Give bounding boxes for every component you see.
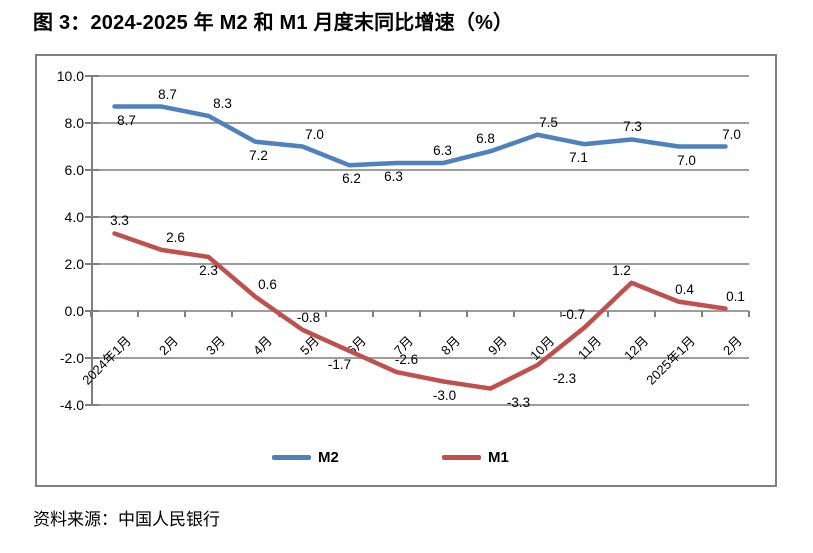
legend-label-m2: M2 — [318, 448, 339, 466]
legend-swatch-m1-line-icon — [442, 454, 481, 460]
source-note: 资料来源：中国人民银行 — [33, 510, 220, 529]
legend-item-m2: M2 — [272, 447, 339, 467]
legend-swatch-m2-line-icon — [272, 454, 311, 460]
legend-item-m1: M1 — [442, 447, 509, 467]
figure-title: 图 3：2024-2025 年 M2 和 M1 月度末同比增速（%） — [33, 12, 514, 34]
legend-label-m1: M1 — [488, 448, 509, 466]
m2-line — [112, 104, 728, 168]
chart-plot-area — [35, 54, 777, 487]
m1-line — [112, 231, 728, 391]
